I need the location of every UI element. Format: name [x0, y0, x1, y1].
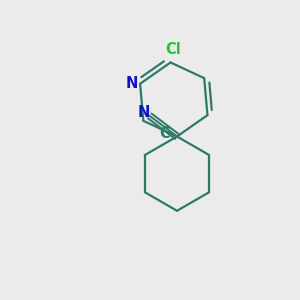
Text: Cl: Cl	[166, 43, 182, 58]
Text: N: N	[126, 76, 138, 91]
Text: N: N	[138, 105, 150, 120]
Text: C: C	[159, 126, 170, 141]
